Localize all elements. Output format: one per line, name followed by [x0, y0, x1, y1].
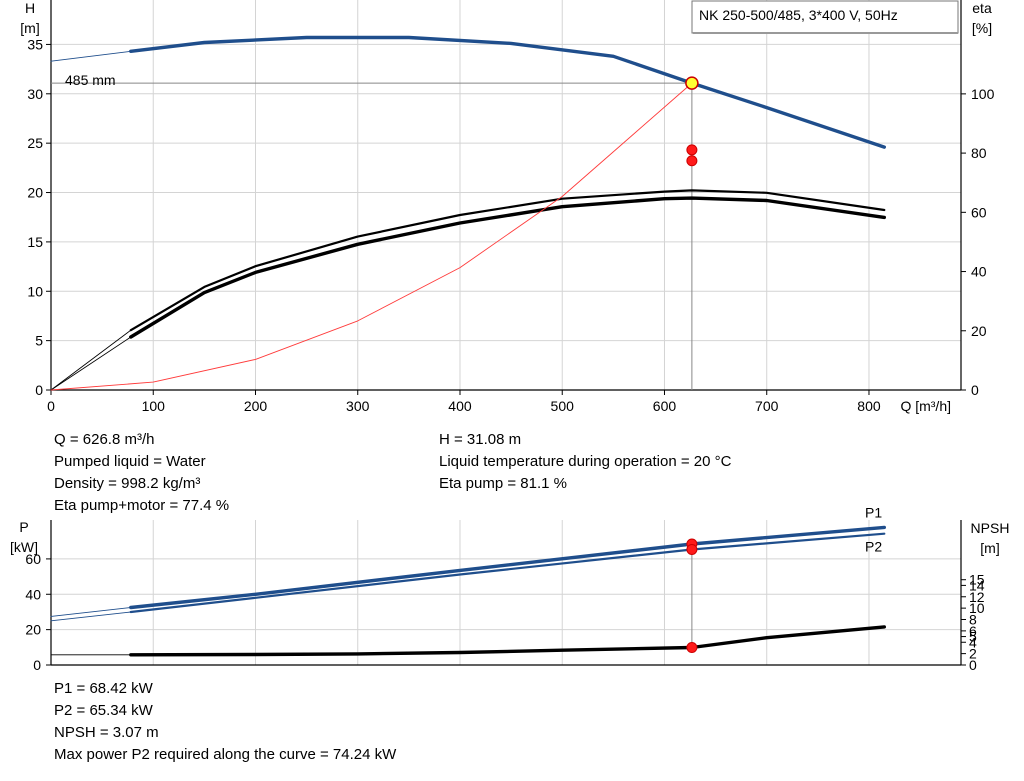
p2-op-marker: [686, 543, 698, 555]
bottom-y-axis-label-1: P: [19, 519, 28, 535]
top-y2-axis-label-2: [%]: [972, 20, 992, 36]
top-y2-tick-label: 20: [971, 323, 987, 339]
bottom-series-line-3: [50, 611, 132, 622]
top-x-tick-label: 600: [653, 398, 677, 414]
top-y-tick-label: 20: [27, 185, 43, 201]
info-top-left: Q = 626.8 m³/h Pumped liquid = Water Den…: [54, 429, 229, 517]
bottom-y2-tick-label: 14: [969, 577, 985, 593]
density-value: Density = 998.2 kg/m³: [54, 475, 201, 492]
bottom-y-tick-label: 60: [25, 551, 41, 567]
bottom-series-line-2: [129, 532, 886, 614]
bottom-y-axis-label-2: [kW]: [10, 539, 38, 555]
bottom-y2-axis-label-2: [m]: [980, 540, 999, 556]
series-label-p1: P1: [865, 504, 882, 520]
top-x-tick-label: 0: [47, 398, 55, 414]
bottom-y-tick-label: 40: [25, 586, 41, 602]
top-y2-tick-label: 100: [971, 86, 995, 102]
eta-pump-motor: Eta pump+motor = 77.4 %: [54, 497, 230, 514]
flow-value: Q = 626.8 m³/h: [54, 431, 155, 448]
eta-op-marker-1: [686, 155, 698, 167]
top-series-line-6: [50, 82, 693, 391]
top-series-line-3: [50, 336, 132, 391]
eta-op-marker-0: [686, 144, 698, 156]
top-y-tick-label: 30: [27, 86, 43, 102]
top-y-tick-label: 10: [27, 283, 43, 299]
top-series-line-4: [129, 189, 886, 332]
bottom-y2-tick-label: 2: [969, 646, 977, 662]
bottom-y2-tick-label: 10: [969, 600, 985, 616]
top-series-line-2: [129, 196, 886, 339]
info-bottom: P1 = 68.42 kW P2 = 65.34 kW NPSH = 3.07 …: [54, 678, 396, 766]
top-x-axis-label: Q [m³/h]: [900, 398, 951, 414]
bottom-y2-tick-label: 6: [969, 623, 977, 639]
top-series-line-1: [50, 50, 132, 62]
top-y-tick-label: 5: [35, 333, 43, 349]
bottom-y-tick-label: 0: [33, 657, 41, 673]
top-y2-tick-label: 40: [971, 264, 987, 280]
max-power-p2: Max power P2 required along the curve = …: [54, 746, 397, 763]
head-value: H = 31.08 m: [439, 431, 522, 448]
top-x-tick-label: 200: [244, 398, 268, 414]
top-y-tick-label: 0: [35, 382, 43, 398]
top-x-tick-label: 400: [448, 398, 472, 414]
bottom-y2-tick-label: 8: [969, 612, 977, 628]
p1-value: P1 = 68.42 kW: [54, 680, 153, 697]
top-x-tick-label: 800: [857, 398, 881, 414]
top-x-tick-label: 500: [551, 398, 575, 414]
impeller-diameter-label: 485 mm: [65, 72, 116, 88]
top-y-axis-label-1: H: [25, 0, 35, 16]
p2-value: P2 = 65.34 kW: [54, 702, 153, 719]
head-op-marker: [685, 76, 699, 90]
top-series-line-0: [129, 35, 886, 149]
bottom-y2-tick-label: 12: [969, 589, 985, 605]
bottom-series-line-0: [129, 525, 886, 610]
top-series-line-5: [50, 329, 132, 391]
top-y2-tick-label: 80: [971, 145, 987, 161]
top-x-tick-label: 700: [755, 398, 779, 414]
npsh-value: NPSH = 3.07 m: [54, 724, 159, 741]
top-y2-tick-label: 0: [971, 382, 979, 398]
eta-pump: Eta pump = 81.1 %: [439, 475, 567, 492]
bottom-series-line-1: [50, 607, 132, 617]
bottom-y2-tick-label: 5: [969, 629, 977, 645]
liquid-temperature: Liquid temperature during operation = 20…: [439, 453, 732, 470]
pumped-liquid: Pumped liquid = Water: [54, 453, 206, 470]
top-y2-axis-label-1: eta: [972, 0, 992, 16]
bottom-y2-tick-label: 15: [969, 572, 985, 588]
bottom-series-line-4: [129, 625, 886, 657]
top-y-axis-label-2: [m]: [20, 20, 39, 36]
bottom-y2-axis-label-1: NPSH: [971, 520, 1010, 536]
bottom-y-tick-label: 20: [25, 622, 41, 638]
top-y-tick-label: 35: [27, 36, 43, 52]
top-x-tick-label: 300: [346, 398, 370, 414]
info-top-right: H = 31.08 m Liquid temperature during op…: [439, 429, 731, 495]
top-y2-tick-label: 60: [971, 204, 987, 220]
top-y-tick-label: 25: [27, 135, 43, 151]
top-y-tick-label: 15: [27, 234, 43, 250]
series-label-p2: P2: [865, 539, 882, 555]
npsh-op-marker: [686, 642, 698, 654]
top-x-tick-label: 100: [142, 398, 166, 414]
bottom-y2-tick-label: 0: [969, 657, 977, 673]
chart-title: NK 250-500/485, 3*400 V, 50Hz: [699, 7, 898, 23]
bottom-y2-tick-label: 4: [969, 634, 977, 650]
